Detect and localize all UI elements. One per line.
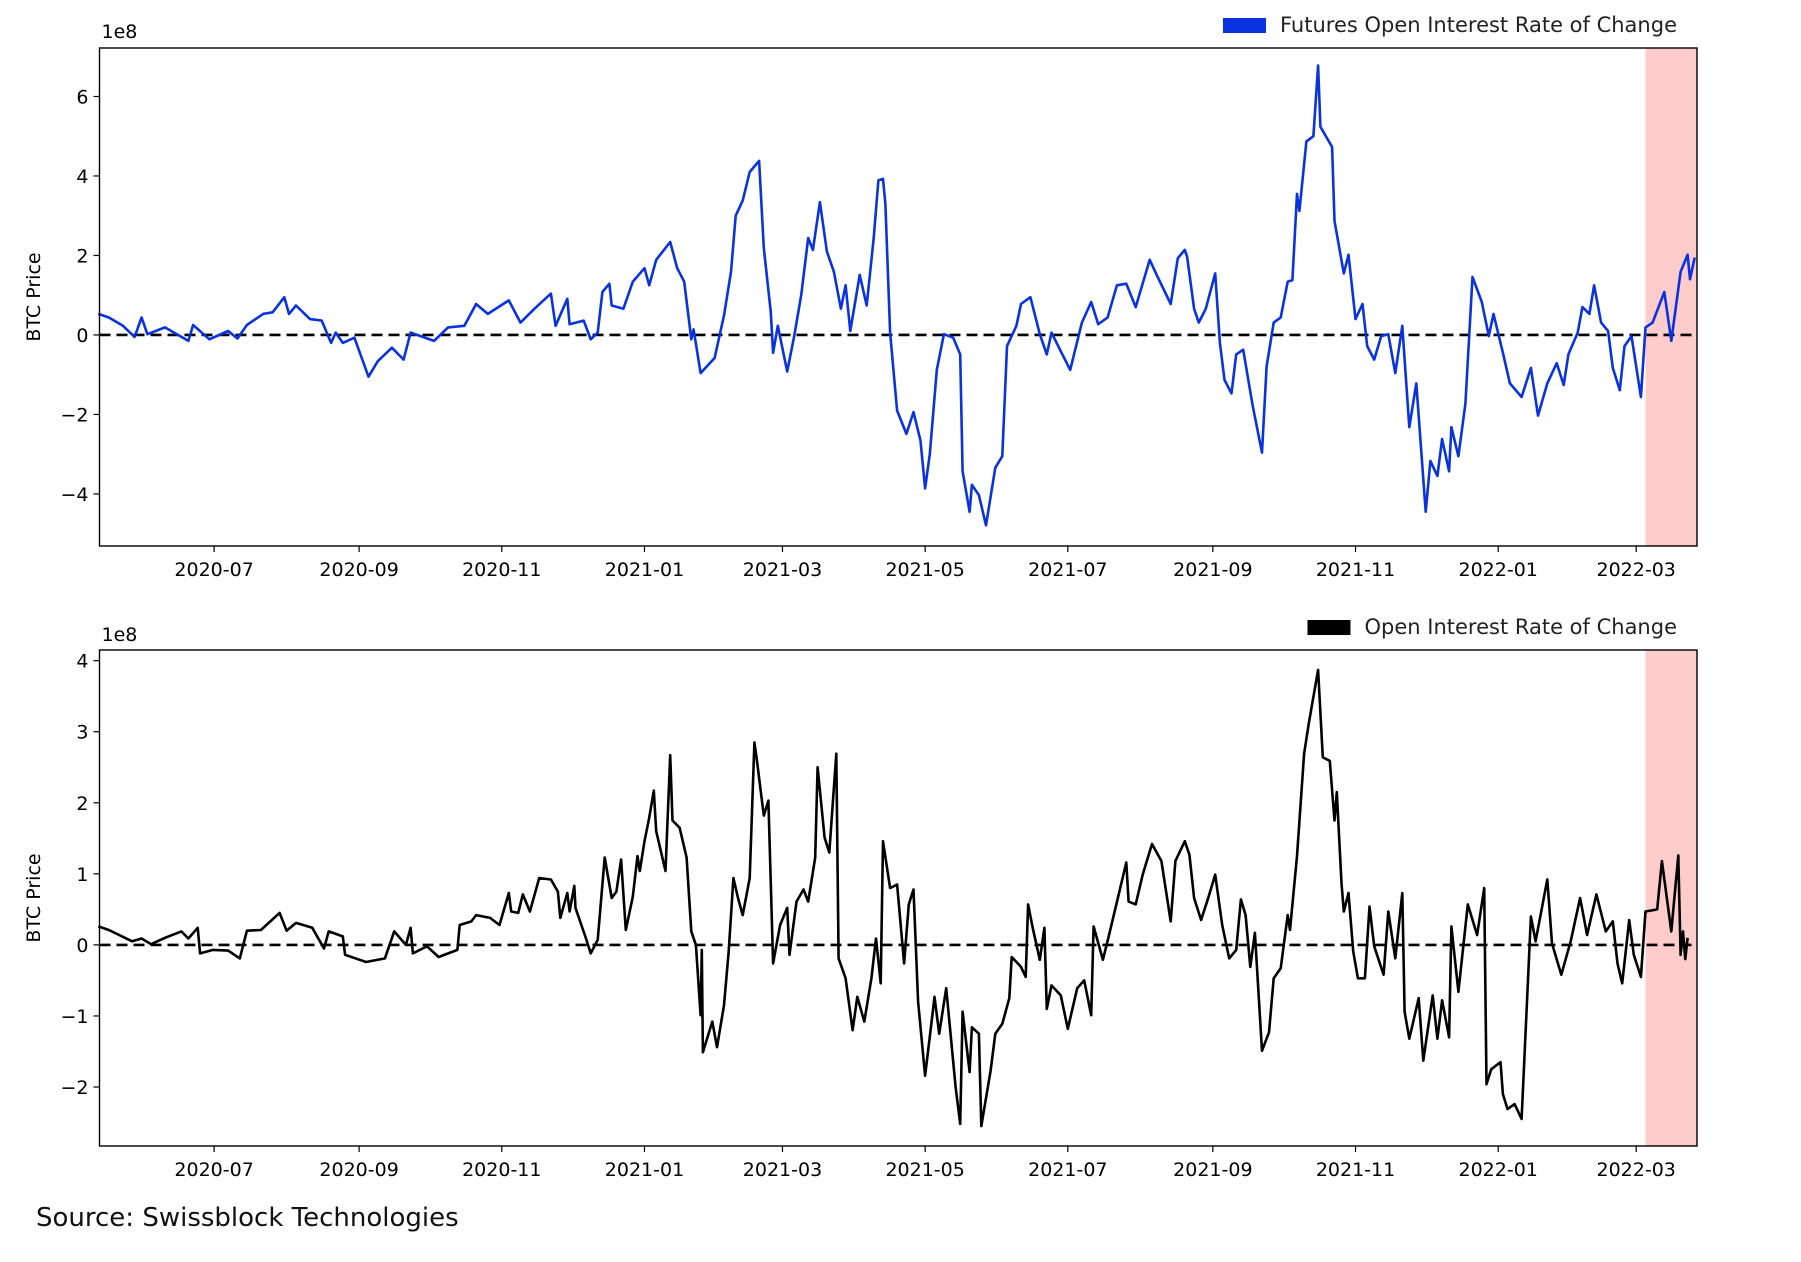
y-offset-label: 1e8 xyxy=(102,21,138,43)
legend-swatch xyxy=(1307,620,1351,635)
highlight-span xyxy=(1645,650,1697,1146)
source-caption: Source: Swissblock Technologies xyxy=(36,1203,459,1233)
y-offset-label: 1e8 xyxy=(102,624,138,646)
x-tick-label: 2022-01 xyxy=(1458,559,1537,581)
series-line xyxy=(97,668,1689,1128)
legend-label: Futures Open Interest Rate of Change xyxy=(1280,13,1677,37)
x-tick-label: 2020-11 xyxy=(462,559,541,581)
y-tick-label: 2 xyxy=(76,793,88,815)
x-tick-label: 2020-09 xyxy=(319,1159,398,1181)
axes-frame xyxy=(98,47,1698,547)
legend-label: Open Interest Rate of Change xyxy=(1364,615,1677,639)
y-tick-label: 6 xyxy=(76,86,88,108)
highlight-span xyxy=(1645,48,1697,546)
series-line xyxy=(97,64,1696,527)
y-tick-label: 4 xyxy=(76,166,88,188)
y-tick-label: 0 xyxy=(76,325,88,347)
y-axis-label: BTC Price xyxy=(23,853,45,942)
x-tick-label: 2021-07 xyxy=(1028,559,1107,581)
x-tick-label: 2022-01 xyxy=(1458,1159,1537,1181)
x-tick-label: 2021-09 xyxy=(1173,559,1252,581)
y-tick-label: −4 xyxy=(60,484,88,506)
x-tick-label: 2020-07 xyxy=(174,1159,253,1181)
x-tick-label: 2021-03 xyxy=(743,559,822,581)
axes-frame xyxy=(98,649,1698,1147)
x-tick-label: 2021-05 xyxy=(885,1159,964,1181)
x-tick-label: 2021-05 xyxy=(885,559,964,581)
x-tick-label: 2021-11 xyxy=(1316,559,1395,581)
y-tick-label: −2 xyxy=(60,404,88,426)
x-tick-label: 2021-07 xyxy=(1028,1159,1107,1181)
x-tick-label: 2021-01 xyxy=(605,559,684,581)
x-tick-label: 2022-03 xyxy=(1596,1159,1675,1181)
y-tick-label: 1 xyxy=(76,864,88,886)
futures-oi-panel: 6 4 2 0 −2 −4 2020-07 2020-09 2020-11 2021-01 2021… xyxy=(23,13,1698,581)
y-tick-label: 3 xyxy=(76,722,88,744)
x-tick-label: 2021-11 xyxy=(1316,1159,1395,1181)
oi-panel: 4 3 2 1 0 −1 −2 2020-07 2020-09 2020-11 2021-01 202… xyxy=(23,615,1698,1181)
x-tick-label: 2022-03 xyxy=(1596,559,1675,581)
x-tick-label: 2020-11 xyxy=(462,1159,541,1181)
x-tick-label: 2021-01 xyxy=(605,1159,684,1181)
y-tick-label: 4 xyxy=(76,651,88,673)
y-tick-label: 2 xyxy=(76,245,88,267)
legend-swatch xyxy=(1222,18,1266,33)
y-tick-label: −2 xyxy=(60,1077,88,1099)
y-tick-label: 0 xyxy=(76,935,88,957)
y-tick-label: −1 xyxy=(60,1006,88,1028)
y-axis-label: BTC Price xyxy=(23,252,45,341)
x-tick-label: 2020-09 xyxy=(319,559,398,581)
x-tick-label: 2021-03 xyxy=(743,1159,822,1181)
x-tick-label: 2020-07 xyxy=(174,559,253,581)
x-tick-label: 2021-09 xyxy=(1173,1159,1252,1181)
